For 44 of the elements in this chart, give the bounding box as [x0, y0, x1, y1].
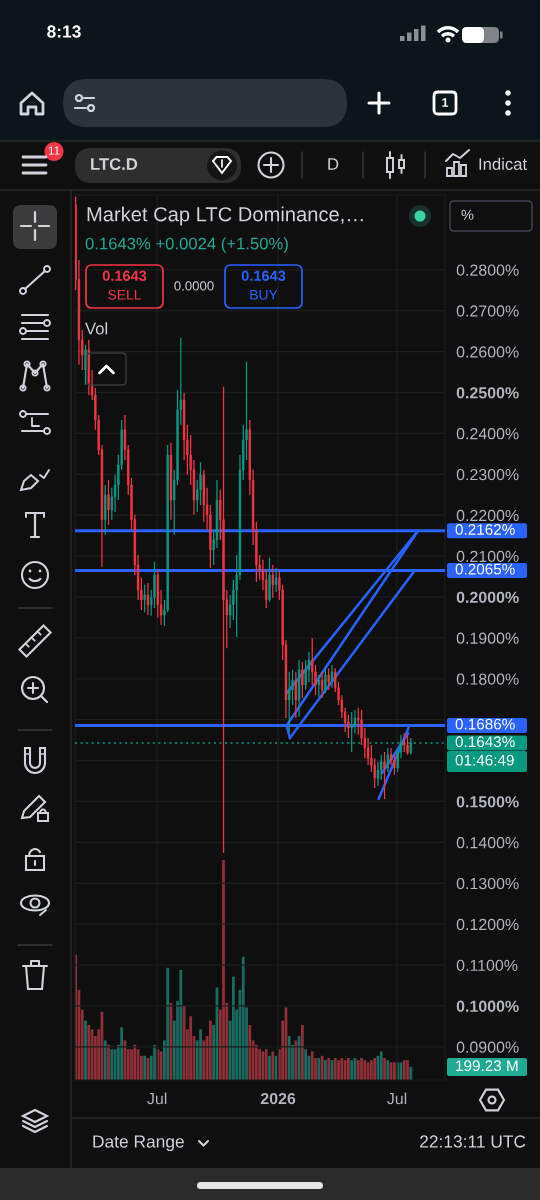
text: Market Cap LTC Dominance,… [87, 206, 363, 226]
annotation: 0.1643 [102, 270, 147, 281]
y-tick-label: 0.1500% [456, 796, 519, 808]
ref-line-label: 0.2162% [455, 524, 515, 535]
text: 1 [442, 98, 449, 107]
x-tick-label: Jul [147, 1092, 167, 1105]
y-tick-label: 0.2300% [456, 468, 519, 481]
y-tick-label: 0.2700% [456, 305, 519, 317]
text: 0.1643% +0.0024 (+1.50%) [85, 237, 288, 253]
text: 22:13:11 UTC [420, 1135, 526, 1148]
y-tick-label: 0.0900% [456, 1041, 519, 1053]
text: LTC.D [91, 158, 138, 170]
text: Date Range [93, 1135, 184, 1152]
text: Indicat [479, 157, 527, 170]
y-tick-label: 0.2500% [456, 387, 519, 399]
y-tick-label: 0.1100% [456, 959, 518, 972]
x-tick-label: 2026 [260, 1092, 296, 1105]
ref-line-label: 0.1643% [455, 736, 515, 748]
y-tick-label: 0.2800% [456, 264, 519, 276]
y-tick-label: 0.2000% [456, 591, 519, 603]
annotation: BUY [250, 290, 278, 300]
y-tick-label: 0.2600% [456, 346, 519, 358]
y-tick-label: 0.2200% [456, 509, 519, 522]
ref-line-label: 0.2065% [455, 563, 515, 575]
y-tick-label: 0.2400% [456, 428, 519, 440]
text: % [461, 209, 474, 220]
y-tick-label: 0.1200% [456, 918, 519, 931]
x-tick-label: Jul [387, 1092, 407, 1105]
y-tick-label: 0.1300% [456, 877, 519, 890]
y-tick-label: 0.1800% [456, 673, 519, 685]
text: 11 [48, 146, 60, 155]
annotation: 0.1643 [241, 270, 286, 281]
y-tick-label: 0.1400% [456, 837, 519, 849]
annotation: 0.0000 [174, 281, 214, 291]
text: D [328, 158, 339, 170]
chart-title: Vol [85, 322, 108, 335]
y-tick-label: 0.1000% [456, 1000, 519, 1012]
text: 199.23 M [456, 1060, 518, 1072]
annotation: SELL [108, 289, 142, 300]
y-tick-label: 0.2100% [456, 550, 519, 563]
text: 8:13 [47, 25, 81, 38]
ref-line-label: 0.1686% [455, 718, 515, 730]
text: 01:46:49 [455, 754, 514, 766]
y-tick-label: 0.1900% [456, 632, 519, 644]
